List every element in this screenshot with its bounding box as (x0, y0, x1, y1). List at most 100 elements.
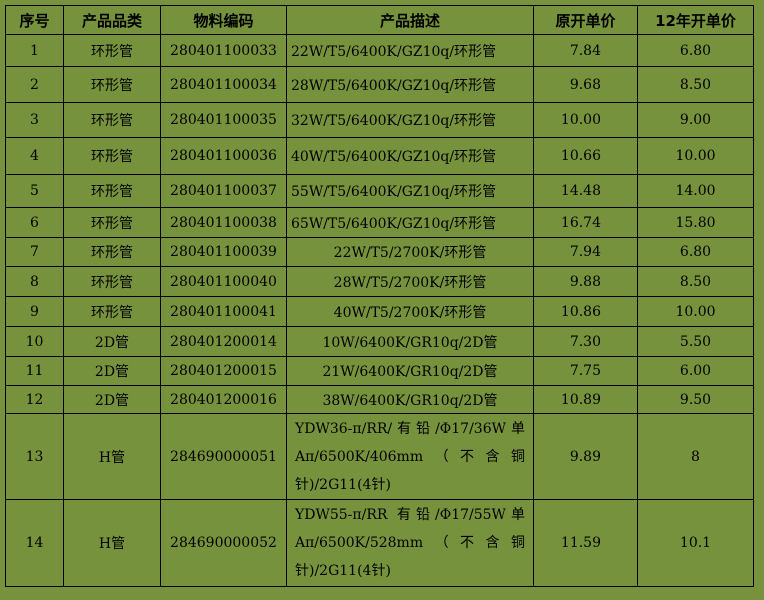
table-row: 13 H管 284690000051 YDW36-π/RR/有铅/Φ17/36W单Aπ… (5, 413, 754, 500)
cell-original-price: 10.89 (533, 385, 638, 414)
cell-index: 1 (5, 34, 64, 67)
cell-2012-price: 10.00 (637, 137, 754, 175)
cell-category: 环形管 (63, 137, 161, 175)
cell-category: H管 (63, 413, 161, 500)
cell-code: 280401100035 (160, 102, 287, 138)
cell-index: 7 (5, 237, 64, 267)
cell-original-price: 10.86 (533, 296, 638, 327)
cell-2012-price: 9.50 (637, 385, 754, 414)
cell-original-price: 11.59 (533, 499, 638, 587)
cell-code: 280401100040 (160, 266, 287, 297)
cell-index: 8 (5, 266, 64, 297)
cell-2012-price: 5.50 (637, 326, 754, 357)
cell-2012-price: 15.80 (637, 207, 754, 238)
cell-index: 14 (5, 499, 64, 587)
cell-description: 10W/6400K/GR10q/2D管 (286, 326, 534, 357)
header-original-price: 原开单价 (533, 5, 638, 35)
cell-code: 280401200015 (160, 356, 287, 386)
cell-index: 6 (5, 207, 64, 238)
table-row: 1 环形管 280401100033 22W/T5/6400K/GZ10q/环形管 7.… (5, 34, 754, 67)
cell-category: 环形管 (63, 266, 161, 297)
table-row: 4 环形管 280401100036 40W/T5/6400K/GZ10q/环形管 10… (5, 137, 754, 175)
cell-original-price: 16.74 (533, 207, 638, 238)
cell-description: 65W/T5/6400K/GZ10q/环形管 (286, 207, 534, 238)
cell-original-price: 9.88 (533, 266, 638, 297)
cell-description: 32W/T5/6400K/GZ10q/环形管 (286, 102, 534, 138)
header-description: 产品描述 (286, 5, 534, 35)
cell-code: 280401100039 (160, 237, 287, 267)
cell-index: 13 (5, 413, 64, 500)
cell-original-price: 10.00 (533, 102, 638, 138)
cell-description: 28W/T5/2700K/环形管 (286, 266, 534, 297)
cell-code: 280401100034 (160, 66, 287, 103)
header-index: 序号 (5, 5, 64, 35)
cell-2012-price: 6.80 (637, 237, 754, 267)
price-table: 序号 产品品类 物料编码 产品描述 原开单价 12年开单价 1 环形管 280401… (5, 5, 754, 587)
cell-index: 2 (5, 66, 64, 103)
table-row: 14 H管 284690000052 YDW55-π/RR 有铅/Φ17/55W单Aπ… (5, 499, 754, 587)
cell-description: 38W/6400K/GR10q/2D管 (286, 385, 534, 414)
cell-description: 22W/T5/6400K/GZ10q/环形管 (286, 34, 534, 67)
cell-description: 22W/T5/2700K/环形管 (286, 237, 534, 267)
cell-category: H管 (63, 499, 161, 587)
cell-2012-price: 14.00 (637, 174, 754, 208)
header-code: 物料编码 (160, 5, 287, 35)
cell-category: 环形管 (63, 296, 161, 327)
cell-index: 12 (5, 385, 64, 414)
cell-code: 280401100033 (160, 34, 287, 67)
cell-original-price: 9.68 (533, 66, 638, 103)
cell-description: YDW36-π/RR/有铅/Φ17/36W单Aπ/6500K/406mm（不含铜… (286, 413, 534, 500)
header-2012-price: 12年开单价 (637, 5, 754, 35)
header-row: 序号 产品品类 物料编码 产品描述 原开单价 12年开单价 (5, 5, 754, 35)
cell-code: 280401100041 (160, 296, 287, 327)
cell-code: 284690000051 (160, 413, 287, 500)
cell-category: 环形管 (63, 102, 161, 138)
cell-description: YDW55-π/RR 有铅/Φ17/55W单Aπ/6500K/528mm（不含铜… (286, 499, 534, 587)
cell-original-price: 7.30 (533, 326, 638, 357)
cell-category: 环形管 (63, 207, 161, 238)
cell-2012-price: 8.50 (637, 266, 754, 297)
cell-original-price: 7.84 (533, 34, 638, 67)
cell-index: 11 (5, 356, 64, 386)
cell-original-price: 10.66 (533, 137, 638, 175)
cell-index: 10 (5, 326, 64, 357)
cell-code: 280401100036 (160, 137, 287, 175)
cell-description: 40W/T5/2700K/环形管 (286, 296, 534, 327)
cell-code: 280401100037 (160, 174, 287, 208)
cell-category: 2D管 (63, 385, 161, 414)
cell-code: 280401100038 (160, 207, 287, 238)
table-row: 9 环形管 280401100041 40W/T5/2700K/环形管 10.86 10.… (5, 296, 754, 327)
cell-category: 环形管 (63, 237, 161, 267)
table-row: 5 环形管 280401100037 55W/T5/6400K/GZ10q/环形管 14… (5, 174, 754, 208)
cell-description: 55W/T5/6400K/GZ10q/环形管 (286, 174, 534, 208)
cell-code: 280401200014 (160, 326, 287, 357)
cell-original-price: 7.94 (533, 237, 638, 267)
cell-2012-price: 8 (637, 413, 754, 500)
table-row: 8 环形管 280401100040 28W/T5/2700K/环形管 9.88 8.50 (5, 266, 754, 297)
cell-category: 环形管 (63, 66, 161, 103)
cell-category: 环形管 (63, 174, 161, 208)
cell-2012-price: 8.50 (637, 66, 754, 103)
cell-index: 4 (5, 137, 64, 175)
cell-index: 3 (5, 102, 64, 138)
cell-description: 21W/6400K/GR10q/2D管 (286, 356, 534, 386)
cell-2012-price: 10.1 (637, 499, 754, 587)
cell-category: 环形管 (63, 34, 161, 67)
cell-category: 2D管 (63, 356, 161, 386)
cell-code: 280401200016 (160, 385, 287, 414)
table-row: 3 环形管 280401100035 32W/T5/6400K/GZ10q/环形管 10… (5, 102, 754, 138)
cell-index: 5 (5, 174, 64, 208)
table-row: 11 2D管 280401200015 21W/6400K/GR10q/2D管 7.75… (5, 356, 754, 386)
cell-2012-price: 9.00 (637, 102, 754, 138)
cell-code: 284690000052 (160, 499, 287, 587)
cell-category: 2D管 (63, 326, 161, 357)
cell-2012-price: 6.80 (637, 34, 754, 67)
cell-2012-price: 6.00 (637, 356, 754, 386)
cell-original-price: 14.48 (533, 174, 638, 208)
table-row: 2 环形管 280401100034 28W/T5/6400K/GZ10q/环形管 9.… (5, 66, 754, 103)
cell-description: 40W/T5/6400K/GZ10q/环形管 (286, 137, 534, 175)
cell-original-price: 7.75 (533, 356, 638, 386)
cell-index: 9 (5, 296, 64, 327)
table-row: 10 2D管 280401200014 10W/6400K/GR10q/2D管 7.30… (5, 326, 754, 357)
table-row: 7 环形管 280401100039 22W/T5/2700K/环形管 7.94 6.80 (5, 237, 754, 267)
